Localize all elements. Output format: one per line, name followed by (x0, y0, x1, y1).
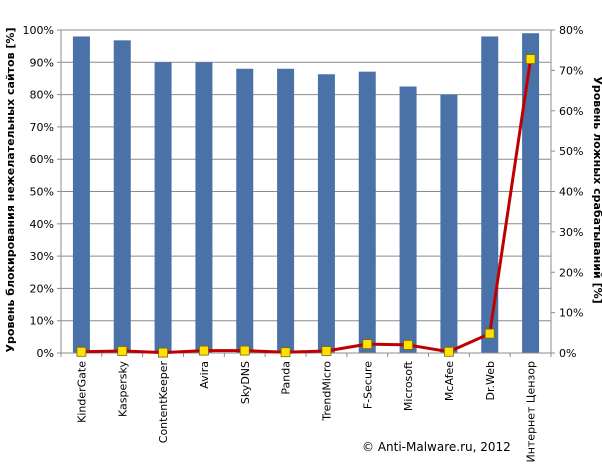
y-tick-label-right: 50% (559, 145, 583, 158)
y-tick-label-left: 70% (30, 121, 54, 134)
line-marker (403, 340, 413, 350)
x-category-label: Интернет Цензор (525, 361, 538, 463)
y-tick-label-left: 10% (30, 315, 54, 328)
series-line (81, 58, 533, 355)
x-category-label: Kaspersky (116, 361, 129, 417)
y-tick-label-left: 0% (37, 347, 54, 360)
y-axis-title-left: Уровень блокирования нежелательных сайто… (4, 28, 17, 353)
y-axis-title-right: Уровень ложных срабатываний [%] (591, 76, 602, 303)
bar-series (72, 33, 540, 354)
bar (317, 74, 335, 353)
x-category-label: TrendMicro (320, 361, 333, 422)
y-tick-label-left: 90% (30, 56, 54, 69)
gridlines (61, 29, 551, 354)
bar (399, 86, 417, 354)
line-marker (76, 346, 87, 357)
bar (277, 68, 295, 353)
bar (154, 62, 172, 354)
left-axis-ticks: 0% 10% 20% 30% 40% 50% 60% 70% 80% 90% 100% (23, 24, 61, 360)
x-category-label: Panda (280, 361, 293, 395)
bar (440, 94, 458, 353)
y-tick-label-left: 20% (30, 282, 54, 295)
y-tick-label-left: 50% (30, 186, 54, 199)
bar (236, 68, 254, 353)
line-marker (525, 54, 536, 64)
y-tick-label-right: 10% (559, 307, 583, 320)
bar (113, 40, 131, 353)
x-category-label: SkyDNS (239, 361, 252, 404)
category-labels: KinderGate Kaspersky ContentKeeper Avira Sky… (75, 360, 537, 462)
line-marker (321, 346, 332, 356)
line-marker (444, 346, 454, 357)
x-category-label: F-Secure (361, 361, 374, 409)
x-category-label: ContentKeeper (157, 361, 170, 444)
x-category-label: McAfee (443, 361, 456, 401)
line-marker (239, 345, 250, 356)
line-marker (199, 345, 209, 356)
x-category-label: Avira (198, 361, 211, 389)
axes (60, 30, 552, 357)
y-tick-label-left: 40% (30, 218, 54, 231)
line-marker (280, 347, 291, 358)
line-marker (158, 347, 168, 358)
bar (358, 71, 376, 354)
line-marker (484, 328, 495, 339)
y-tick-label-right: 20% (559, 266, 583, 279)
x-category-label: KinderGate (75, 361, 88, 423)
line-marker (362, 339, 373, 350)
y-tick-label-right: 70% (559, 64, 583, 77)
bar (195, 62, 213, 354)
line-marker (117, 346, 128, 356)
line-series (76, 54, 536, 358)
y-tick-label-right: 60% (559, 105, 583, 118)
y-tick-label-right: 30% (559, 226, 583, 239)
bar (522, 33, 540, 353)
x-category-label: Microsoft (402, 360, 415, 411)
y-tick-label-left: 60% (30, 153, 54, 166)
bar (72, 36, 90, 354)
y-tick-label-right: 40% (559, 186, 583, 199)
copyright-text: © Anti-Malware.ru, 2012 (362, 440, 511, 454)
right-axis-ticks: 0% 10% 20% 30% 40% 50% 60% 70% 80% (551, 24, 583, 360)
y-tick-label-right: 80% (559, 24, 583, 37)
y-tick-label-right: 0% (559, 347, 576, 360)
bar (481, 36, 499, 354)
y-tick-label-left: 30% (30, 250, 54, 263)
x-category-label: Dr.Web (484, 361, 497, 400)
y-tick-label-left: 80% (30, 89, 54, 102)
y-tick-label-left: 100% (23, 24, 54, 37)
